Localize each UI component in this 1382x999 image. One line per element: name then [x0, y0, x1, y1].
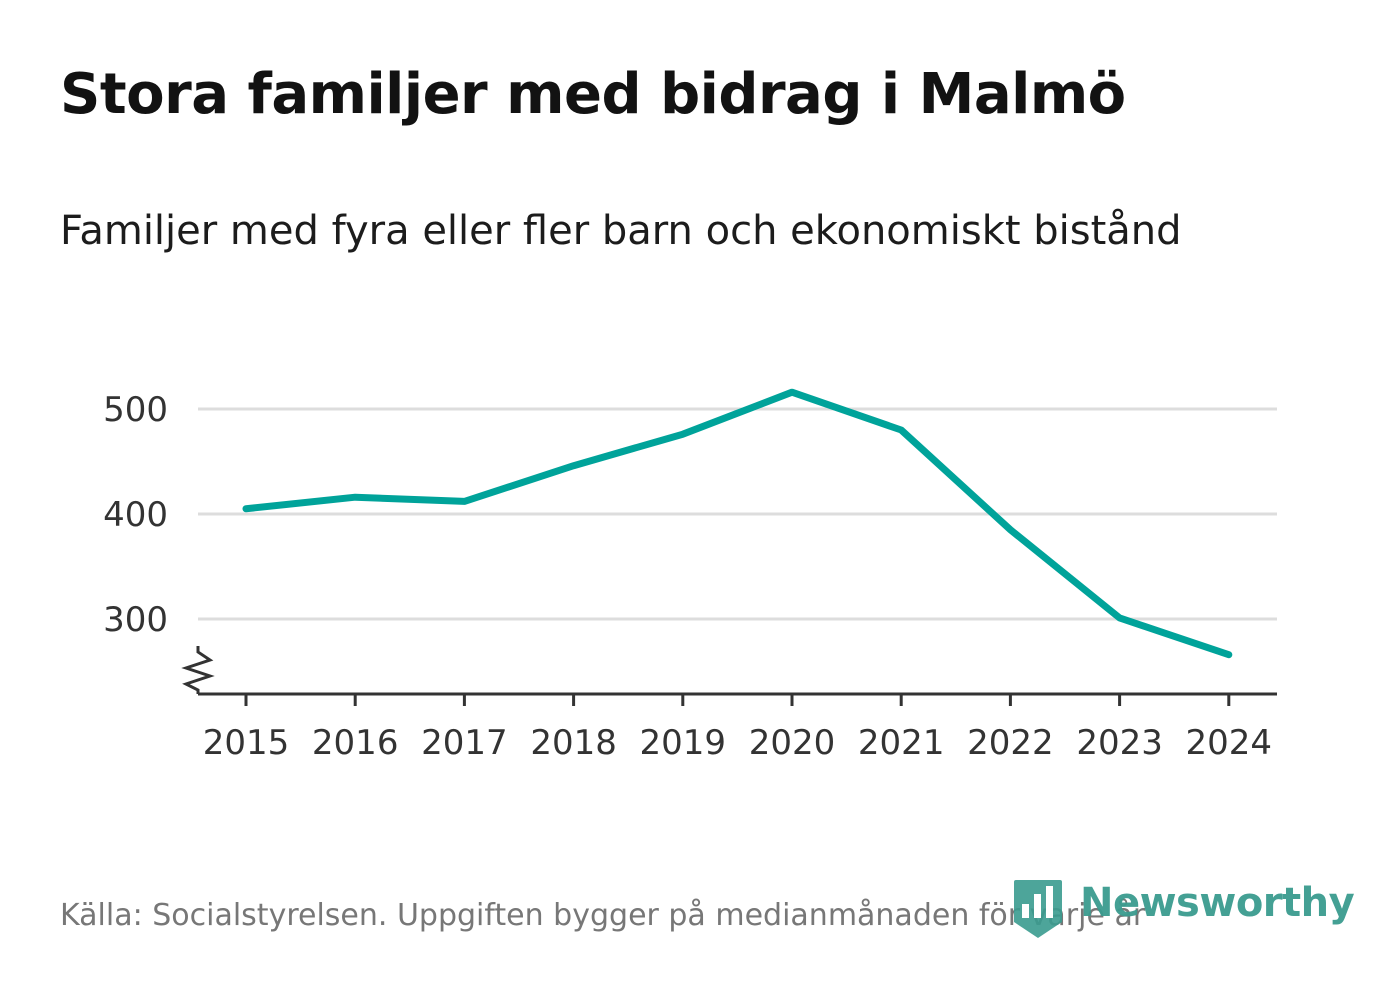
x-tick-label-2020: 2020	[749, 723, 836, 763]
x-tick-label-2017: 2017	[421, 723, 508, 763]
x-tick-label-2023: 2023	[1076, 723, 1163, 763]
gridlines	[198, 407, 1277, 621]
chart-title: Stora familjer med bidrag i Malmö	[60, 62, 1126, 127]
newsworthy-logo: Newsworthy	[1012, 878, 1355, 940]
y-tick-label-400: 400	[103, 495, 168, 535]
x-tick-label-2018: 2018	[530, 723, 617, 763]
axes	[181, 646, 1277, 706]
brand-name: Newsworthy	[1080, 880, 1355, 926]
series-line-0	[242, 388, 1233, 659]
newsworthy-logo-icon	[1014, 880, 1062, 938]
chart-subtitle: Familjer med fyra eller fler barn och ek…	[60, 208, 1182, 254]
series-layer	[242, 388, 1233, 659]
source-note: Källa: Socialstyrelsen. Uppgiften bygger…	[60, 898, 1146, 933]
tick-labels: 300 400 500 2015 2016 2017 2018 2019 2020 2021 202…	[103, 390, 1272, 763]
y-tick-label-500: 500	[103, 390, 168, 430]
y-axis-break	[181, 646, 215, 694]
x-tick-label-2019: 2019	[640, 723, 727, 763]
y-tick-label-300: 300	[103, 600, 168, 640]
x-tick-label-2021: 2021	[858, 723, 945, 763]
x-tick-label-2015: 2015	[203, 723, 290, 763]
x-tick-label-2024: 2024	[1186, 723, 1273, 763]
x-tick-label-2022: 2022	[967, 723, 1054, 763]
x-tick-label-2016: 2016	[312, 723, 399, 763]
